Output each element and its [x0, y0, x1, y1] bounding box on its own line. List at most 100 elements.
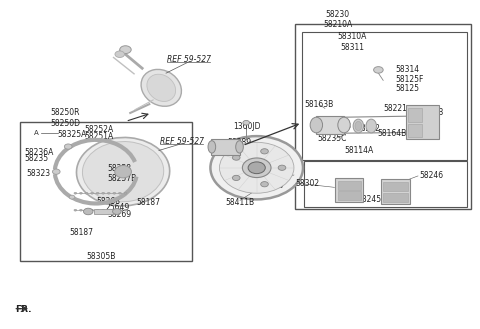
Circle shape — [119, 209, 121, 211]
Bar — [408, 124, 422, 138]
Circle shape — [261, 182, 268, 187]
Circle shape — [232, 175, 240, 181]
Circle shape — [113, 209, 121, 215]
Bar — [211, 139, 240, 155]
Text: 58302: 58302 — [296, 179, 320, 188]
Text: 58258
58257B: 58258 58257B — [108, 164, 137, 183]
Text: 58163B: 58163B — [304, 100, 334, 109]
Circle shape — [373, 67, 383, 73]
Text: 58187: 58187 — [70, 228, 94, 237]
Bar — [406, 105, 439, 139]
Text: 58221: 58221 — [383, 104, 407, 113]
Ellipse shape — [353, 119, 364, 133]
Ellipse shape — [236, 141, 243, 153]
Text: 58187: 58187 — [136, 198, 160, 208]
Bar — [338, 191, 361, 200]
Text: 1220FS: 1220FS — [255, 181, 284, 190]
Circle shape — [80, 192, 83, 194]
Circle shape — [124, 209, 127, 211]
Text: 58269: 58269 — [108, 210, 132, 219]
Bar — [316, 116, 344, 134]
Bar — [383, 193, 408, 202]
Ellipse shape — [83, 141, 164, 202]
Circle shape — [115, 51, 124, 58]
Text: REF 59-527: REF 59-527 — [167, 55, 211, 63]
Text: 58310A
58311: 58310A 58311 — [337, 33, 367, 52]
Circle shape — [91, 192, 94, 194]
Text: 58235C: 58235C — [318, 134, 347, 143]
Ellipse shape — [141, 69, 181, 106]
Circle shape — [64, 144, 72, 149]
Text: REF 59-527: REF 59-527 — [160, 137, 204, 145]
Text: 58411B: 58411B — [225, 198, 254, 207]
Circle shape — [219, 142, 294, 193]
Text: 58230
58210A: 58230 58210A — [323, 10, 352, 29]
Bar — [336, 178, 363, 202]
Circle shape — [120, 46, 131, 54]
Text: 58222: 58222 — [356, 124, 380, 133]
Text: 1360JD: 1360JD — [233, 121, 261, 131]
Bar — [302, 32, 467, 160]
Circle shape — [119, 192, 121, 194]
Bar — [383, 182, 408, 191]
Text: A: A — [34, 130, 38, 136]
Bar — [408, 108, 422, 122]
Text: 58323: 58323 — [27, 169, 51, 178]
Ellipse shape — [208, 141, 216, 153]
Ellipse shape — [76, 138, 170, 206]
Circle shape — [278, 165, 286, 170]
Circle shape — [232, 155, 240, 160]
Text: 58236A: 58236A — [24, 148, 54, 157]
Circle shape — [91, 209, 94, 211]
Text: 58113: 58113 — [327, 121, 351, 131]
Circle shape — [124, 192, 127, 194]
Circle shape — [261, 149, 268, 154]
Text: 25649: 25649 — [106, 203, 130, 213]
Circle shape — [80, 209, 83, 211]
Text: 58268: 58268 — [96, 197, 120, 206]
Bar — [304, 161, 467, 207]
Bar — [21, 122, 192, 261]
Text: 58314: 58314 — [395, 65, 419, 74]
Circle shape — [113, 192, 116, 194]
Ellipse shape — [366, 119, 376, 133]
Text: 58125F: 58125F — [395, 75, 423, 84]
Text: 58164B: 58164B — [414, 109, 444, 117]
Text: FR.: FR. — [15, 305, 31, 314]
Circle shape — [85, 209, 88, 211]
Text: 58114A: 58114A — [345, 146, 374, 155]
Text: 58125: 58125 — [395, 84, 419, 93]
Circle shape — [69, 195, 75, 199]
Bar — [95, 209, 115, 214]
Bar — [295, 24, 471, 209]
Circle shape — [108, 209, 110, 211]
Text: 58246: 58246 — [419, 171, 443, 180]
Text: 58389: 58389 — [228, 138, 252, 147]
Circle shape — [242, 158, 271, 178]
Text: 58245: 58245 — [357, 195, 381, 204]
Text: 58250R
58250D: 58250R 58250D — [50, 109, 81, 128]
Bar — [338, 181, 361, 190]
Text: 58235: 58235 — [24, 154, 48, 164]
Text: 58164B: 58164B — [377, 129, 407, 138]
Circle shape — [74, 209, 77, 211]
Ellipse shape — [147, 74, 176, 101]
Circle shape — [108, 192, 110, 194]
Circle shape — [102, 209, 105, 211]
Ellipse shape — [355, 121, 362, 131]
Circle shape — [74, 192, 77, 194]
Text: 58251A: 58251A — [84, 132, 113, 140]
Circle shape — [243, 120, 250, 125]
Ellipse shape — [338, 117, 350, 133]
Circle shape — [52, 169, 60, 174]
Circle shape — [102, 192, 105, 194]
Circle shape — [85, 192, 88, 194]
Circle shape — [96, 192, 99, 194]
Circle shape — [84, 208, 93, 215]
Circle shape — [96, 209, 99, 211]
Text: 58252A: 58252A — [84, 125, 113, 134]
Bar — [381, 179, 410, 204]
Circle shape — [113, 209, 116, 211]
Ellipse shape — [310, 117, 323, 133]
Circle shape — [210, 136, 303, 199]
